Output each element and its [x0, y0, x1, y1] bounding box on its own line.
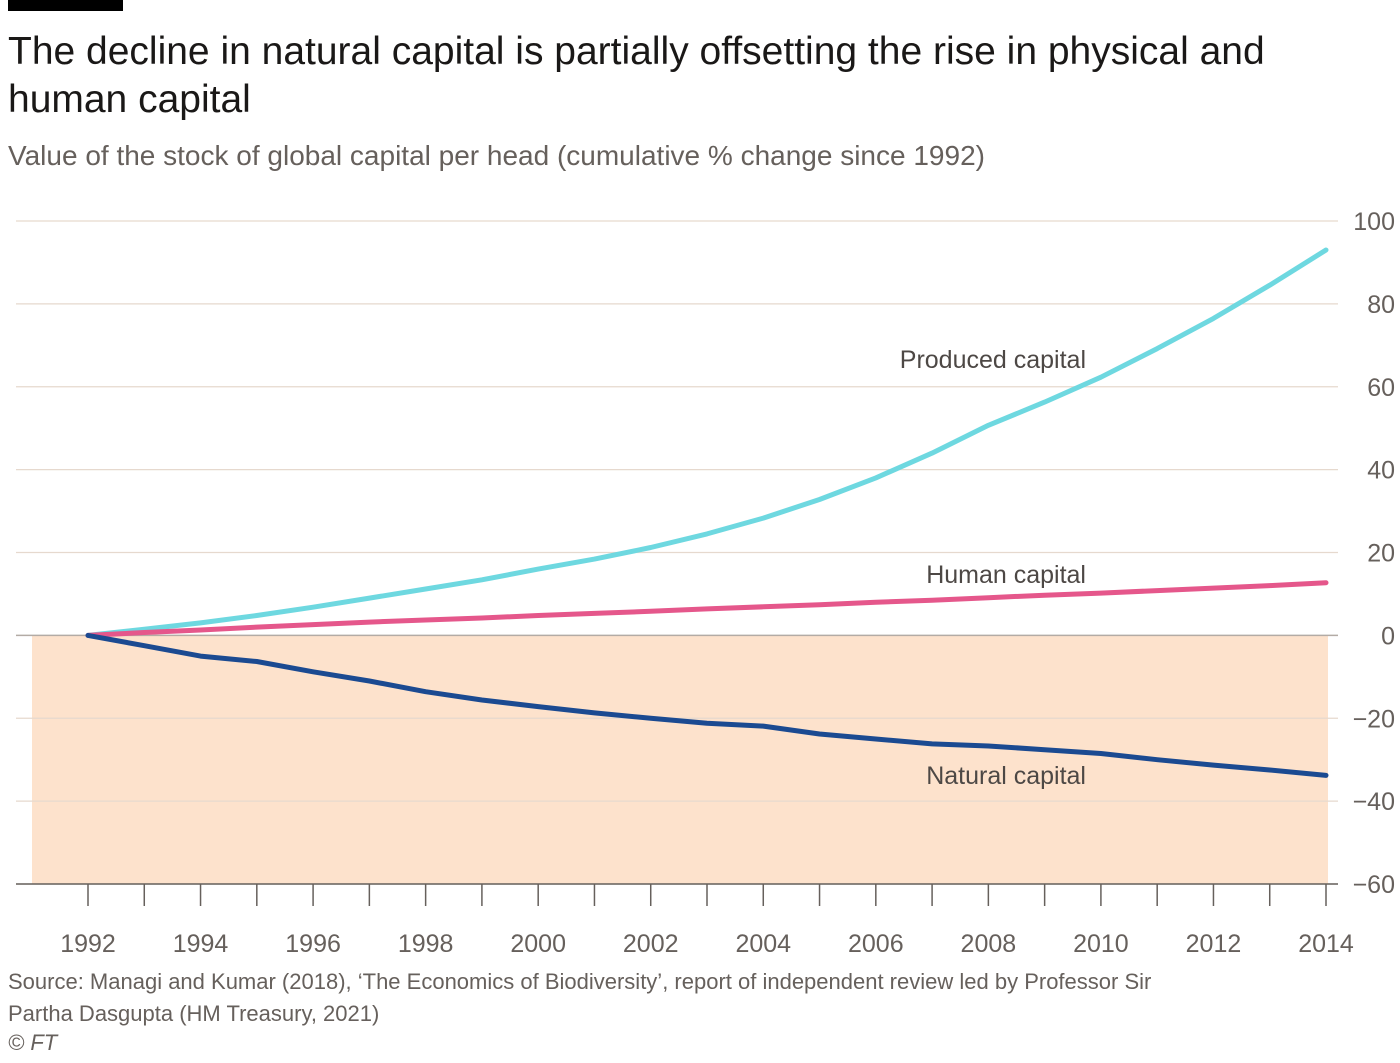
y-tick-label: 20: [1367, 540, 1395, 568]
series-label: Produced capital: [900, 346, 1086, 374]
chart-subtitle: Value of the stock of global capital per…: [8, 140, 985, 171]
series-label: Human capital: [926, 561, 1086, 589]
series-line-natural-capital: [85, 632, 1329, 778]
x-tick-label: 1998: [398, 930, 454, 958]
y-tick-label: 100: [1353, 208, 1395, 236]
y-tick-label: 40: [1367, 457, 1395, 485]
x-tick-label: 1992: [60, 930, 116, 958]
x-tick-label: 1996: [285, 930, 341, 958]
x-tick-label: 2008: [961, 930, 1017, 958]
x-tick-label: 2004: [735, 930, 791, 958]
series-label: Natural capital: [926, 762, 1086, 790]
x-tick-label: 2000: [510, 930, 566, 958]
x-tick-label: 2006: [848, 930, 904, 958]
y-tick-label: −40: [1353, 788, 1395, 816]
source-note: Source: Managi and Kumar (2018), ‘The Ec…: [8, 969, 1152, 1026]
series-line-human-capital: [85, 580, 1329, 638]
x-tick-label: 2002: [623, 930, 679, 958]
chart-title: The decline in natural capital is partia…: [8, 30, 1265, 121]
negative-region: [32, 635, 1328, 884]
x-tick-label: 2014: [1298, 930, 1354, 958]
y-tick-label: 0: [1381, 622, 1395, 650]
series-line-produced-capital: [85, 247, 1329, 638]
brand-bar: [8, 0, 123, 11]
copyright: © FT: [8, 1030, 58, 1055]
y-tick-label: −60: [1353, 871, 1395, 899]
y-tick-label: 60: [1367, 374, 1395, 402]
x-tick-label: 2012: [1186, 930, 1242, 958]
y-tick-label: 80: [1367, 291, 1395, 319]
y-tick-label: −20: [1353, 705, 1395, 733]
x-tick-label: 1994: [173, 930, 229, 958]
x-tick-label: 2010: [1073, 930, 1129, 958]
